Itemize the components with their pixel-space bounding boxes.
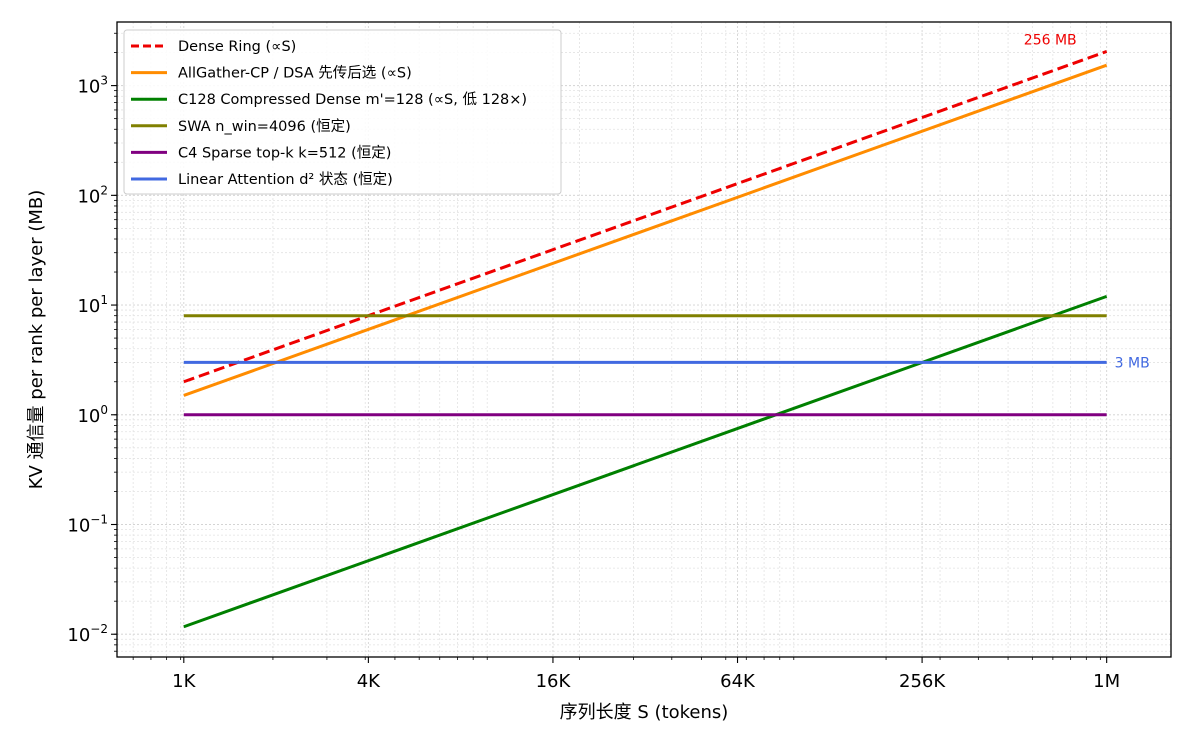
x-tick-label-2: 4K (357, 671, 381, 692)
annotation-label-2: 3 MB (1115, 355, 1150, 371)
x-tick-label-1: 1K (172, 671, 196, 692)
series-line-2 (183, 63, 1108, 397)
x-tick-label-5: 256K (899, 671, 946, 692)
legend-label-6: Linear Attention d² 状态 (恒定) (178, 171, 393, 188)
legend-label-5: C4 Sparse top-k k=512 (恒定) (178, 144, 391, 161)
series-line-3 (183, 294, 1108, 629)
annotation-label-1: 256 MB (1024, 32, 1077, 48)
series-line-1 (183, 50, 1108, 384)
y-tick-label-3: 100 (77, 403, 108, 427)
x-tick-label-3: 16K (536, 671, 572, 692)
y-tick-label-2: 10−1 (67, 512, 108, 536)
legend: Dense Ring (∝S) AllGather-CP / DSA 先传后选 (… (123, 29, 562, 195)
legend-label-2: AllGather-CP / DSA 先传后选 (∝S) (178, 65, 412, 82)
x-tick-label-6: 1M (1093, 671, 1120, 692)
x-tick-label-4: 64K (720, 671, 756, 692)
legend-label-3: C128 Compressed Dense m'=128 (∝S, 低 128×… (178, 91, 527, 108)
y-tick-label-1: 10−2 (67, 622, 108, 646)
y-axis-label: KV 通信量 per rank per layer (MB) (26, 190, 47, 490)
y-tick-label-6: 103 (77, 74, 108, 98)
y-tick-label-5: 102 (77, 183, 108, 207)
series-lines (183, 50, 1108, 629)
axes-frame (116, 21, 1172, 658)
axis-ticks (111, 32, 1108, 663)
x-axis-label: 序列长度 S (tokens) (560, 702, 729, 723)
legend-box (123, 29, 562, 195)
legend-label-1: Dense Ring (∝S) (178, 39, 296, 55)
legend-label-4: SWA n_win=4096 (恒定) (178, 118, 351, 135)
y-tick-label-4: 101 (77, 293, 108, 317)
